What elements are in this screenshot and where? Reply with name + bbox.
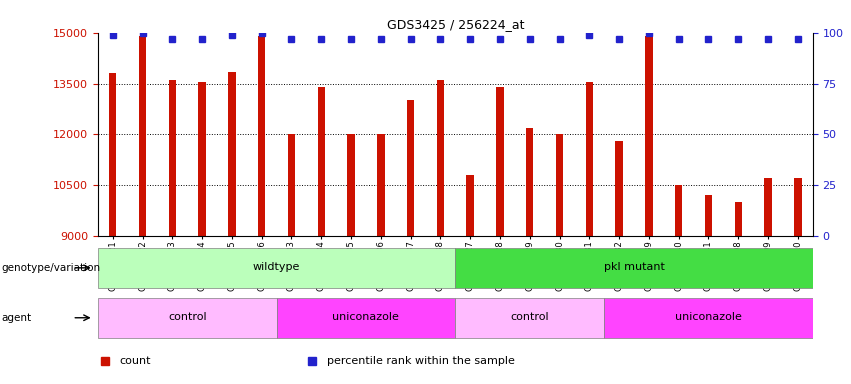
Bar (455, 298, 604, 338)
Text: percentile rank within the sample: percentile rank within the sample (327, 356, 515, 366)
Bar (347, 134, 355, 236)
Bar (109, 73, 117, 236)
Bar (277, 298, 455, 338)
Bar (466, 175, 474, 236)
Bar (258, 36, 266, 236)
Bar (317, 87, 325, 236)
Bar (705, 195, 712, 236)
Bar (288, 134, 295, 236)
Bar (615, 141, 623, 236)
Bar (407, 101, 414, 236)
Bar (198, 82, 206, 236)
Title: GDS3425 / 256224_at: GDS3425 / 256224_at (386, 18, 524, 31)
Text: uniconazole: uniconazole (675, 312, 742, 322)
Text: uniconazole: uniconazole (333, 312, 399, 322)
Text: agent: agent (2, 313, 31, 323)
Bar (556, 134, 563, 236)
Bar (437, 80, 444, 236)
Bar (585, 82, 593, 236)
Bar (496, 87, 504, 236)
Text: genotype/variation: genotype/variation (2, 263, 100, 273)
Bar (794, 179, 802, 236)
Text: control: control (168, 312, 207, 322)
Bar (228, 72, 236, 236)
Bar (139, 36, 146, 236)
Bar (455, 248, 813, 288)
Bar (168, 80, 176, 236)
Bar (675, 185, 683, 236)
Bar (526, 127, 534, 236)
Bar (377, 134, 385, 236)
Text: count: count (119, 356, 151, 366)
Bar (764, 179, 772, 236)
Text: pkl mutant: pkl mutant (603, 262, 665, 272)
Bar (734, 202, 742, 236)
Bar (98, 298, 277, 338)
Text: wildtype: wildtype (253, 262, 300, 272)
Bar (645, 36, 653, 236)
Text: control: control (511, 312, 549, 322)
Bar (604, 298, 813, 338)
Bar (98, 248, 455, 288)
